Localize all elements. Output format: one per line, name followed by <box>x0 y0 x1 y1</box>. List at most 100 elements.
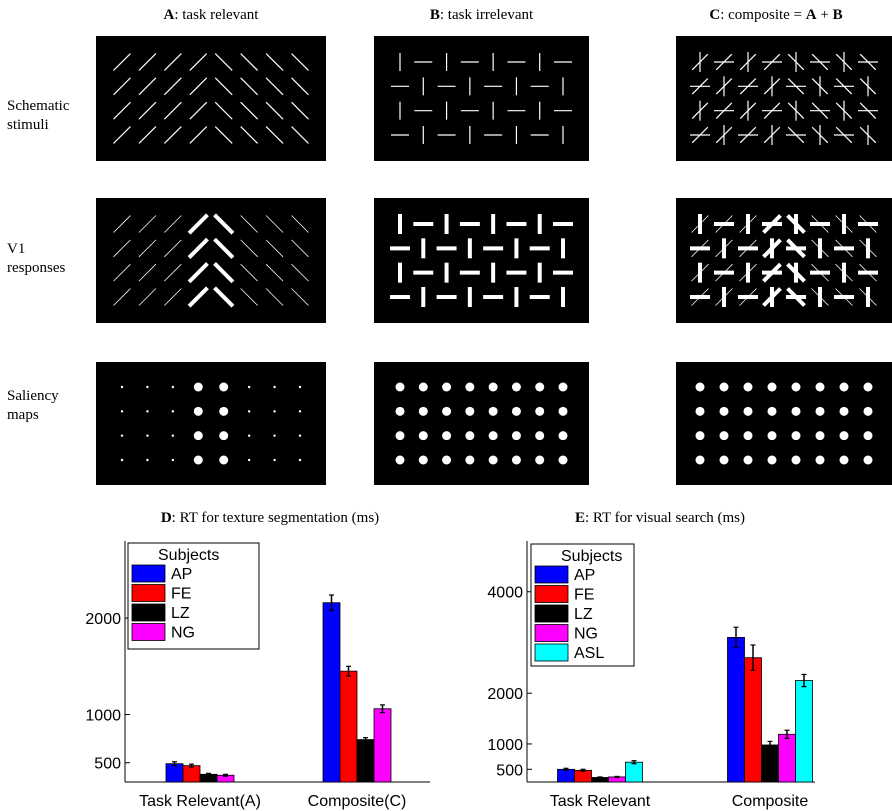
saliency-dot <box>442 382 452 392</box>
saliency-dot <box>395 382 405 392</box>
legend-swatch-ng <box>534 624 569 642</box>
stimulus-c-schematic <box>676 36 892 161</box>
row-label-schematic: Schematic stimuli <box>7 98 70 133</box>
texture-bar <box>163 101 182 120</box>
saliency-dot <box>171 410 175 413</box>
response-bar <box>762 238 782 259</box>
response-bar <box>715 288 733 306</box>
response-bar <box>835 239 853 258</box>
legend-label-ng: NG <box>574 626 598 643</box>
response-bar <box>164 215 182 233</box>
saliency-dot <box>247 434 251 437</box>
response-bar <box>291 215 309 233</box>
response-bar <box>715 239 733 258</box>
response-bar <box>786 214 806 234</box>
legend-label-ap: AP <box>171 566 192 583</box>
texture-bar <box>138 126 157 144</box>
response-bar <box>113 288 131 306</box>
saliency-dot <box>146 385 149 389</box>
response-bar <box>859 263 877 282</box>
bar-fe <box>339 670 358 783</box>
response-bar <box>762 214 782 234</box>
saliency-dot <box>558 406 568 416</box>
saliency-dot <box>298 458 302 462</box>
response-bar <box>739 215 757 233</box>
saliency-dot <box>219 455 229 465</box>
y-tick-label: 1000 <box>85 708 121 725</box>
response-bar <box>187 286 209 308</box>
texture-bar <box>214 101 233 120</box>
response-bar <box>113 239 131 258</box>
saliency-dot <box>488 455 498 465</box>
legend-label-fe: FE <box>574 587 594 604</box>
saliency-dot <box>695 406 705 416</box>
saliency-dot <box>535 455 545 465</box>
texture-bar <box>240 101 259 120</box>
row-label-saliency: Saliency maps <box>7 388 59 423</box>
response-bar <box>213 262 235 284</box>
texture-bar <box>265 77 284 96</box>
saliency-dot <box>791 382 801 392</box>
texture-bar <box>189 77 208 96</box>
bar-ng <box>778 733 796 783</box>
response-bar <box>811 263 829 282</box>
saliency-dot <box>535 382 545 392</box>
legend-label-asl: ASL <box>574 645 604 662</box>
saliency-dot <box>273 385 276 389</box>
saliency-map-a <box>96 362 326 485</box>
texture-bar <box>240 77 259 96</box>
response-bar <box>213 237 235 259</box>
response-bar <box>213 213 235 235</box>
response-bar <box>835 263 853 282</box>
texture-bar <box>240 126 259 144</box>
saliency-dot <box>767 382 777 392</box>
column-title-a: A: task relevant <box>163 7 259 23</box>
response-bar <box>811 215 829 233</box>
saliency-dot <box>719 382 729 392</box>
response-bar <box>835 215 853 233</box>
y-tick-label: 1000 <box>487 737 523 754</box>
response-bar <box>138 215 157 233</box>
response-bar <box>715 215 733 233</box>
saliency-dot <box>298 385 302 389</box>
saliency-dot <box>146 434 149 437</box>
saliency-dot <box>247 385 251 389</box>
response-bar <box>291 239 309 258</box>
legend-label-fe: FE <box>171 586 191 603</box>
y-tick-label: 2000 <box>487 686 523 703</box>
texture-bar <box>214 126 233 144</box>
response-bar <box>240 215 258 233</box>
saliency-dot <box>511 406 521 416</box>
bar-fe <box>574 769 592 783</box>
saliency-dot <box>395 455 405 465</box>
y-tick-label: 2000 <box>85 611 121 628</box>
saliency-dot <box>120 410 124 413</box>
texture-bar <box>291 77 309 96</box>
saliency-dot <box>863 431 873 441</box>
legend-swatch-fe <box>534 585 569 603</box>
saliency-dot <box>839 455 849 465</box>
bar-lz <box>356 739 375 783</box>
bar-ap <box>727 637 745 783</box>
texture-bar <box>163 53 182 71</box>
saliency-dot <box>120 434 124 437</box>
response-bar <box>715 263 733 282</box>
saliency-dot <box>743 382 753 392</box>
column-title-c: C: composite = A + B <box>709 7 843 23</box>
texture-bar <box>214 53 233 71</box>
saliency-dot <box>298 434 302 437</box>
response-bar <box>739 288 757 306</box>
texture-bar <box>113 77 131 96</box>
saliency-dot <box>863 406 873 416</box>
saliency-dot <box>488 431 498 441</box>
saliency-dot <box>695 455 705 465</box>
response-bar <box>187 213 209 235</box>
saliency-dot <box>442 455 452 465</box>
saliency-map-b <box>374 362 589 485</box>
texture-bar <box>291 126 309 144</box>
response-bar <box>187 237 209 259</box>
y-tick-label: 500 <box>94 756 121 773</box>
response-bar <box>811 239 829 258</box>
saliency-dot <box>442 431 452 441</box>
category-label: Task Relevant <box>550 793 651 810</box>
